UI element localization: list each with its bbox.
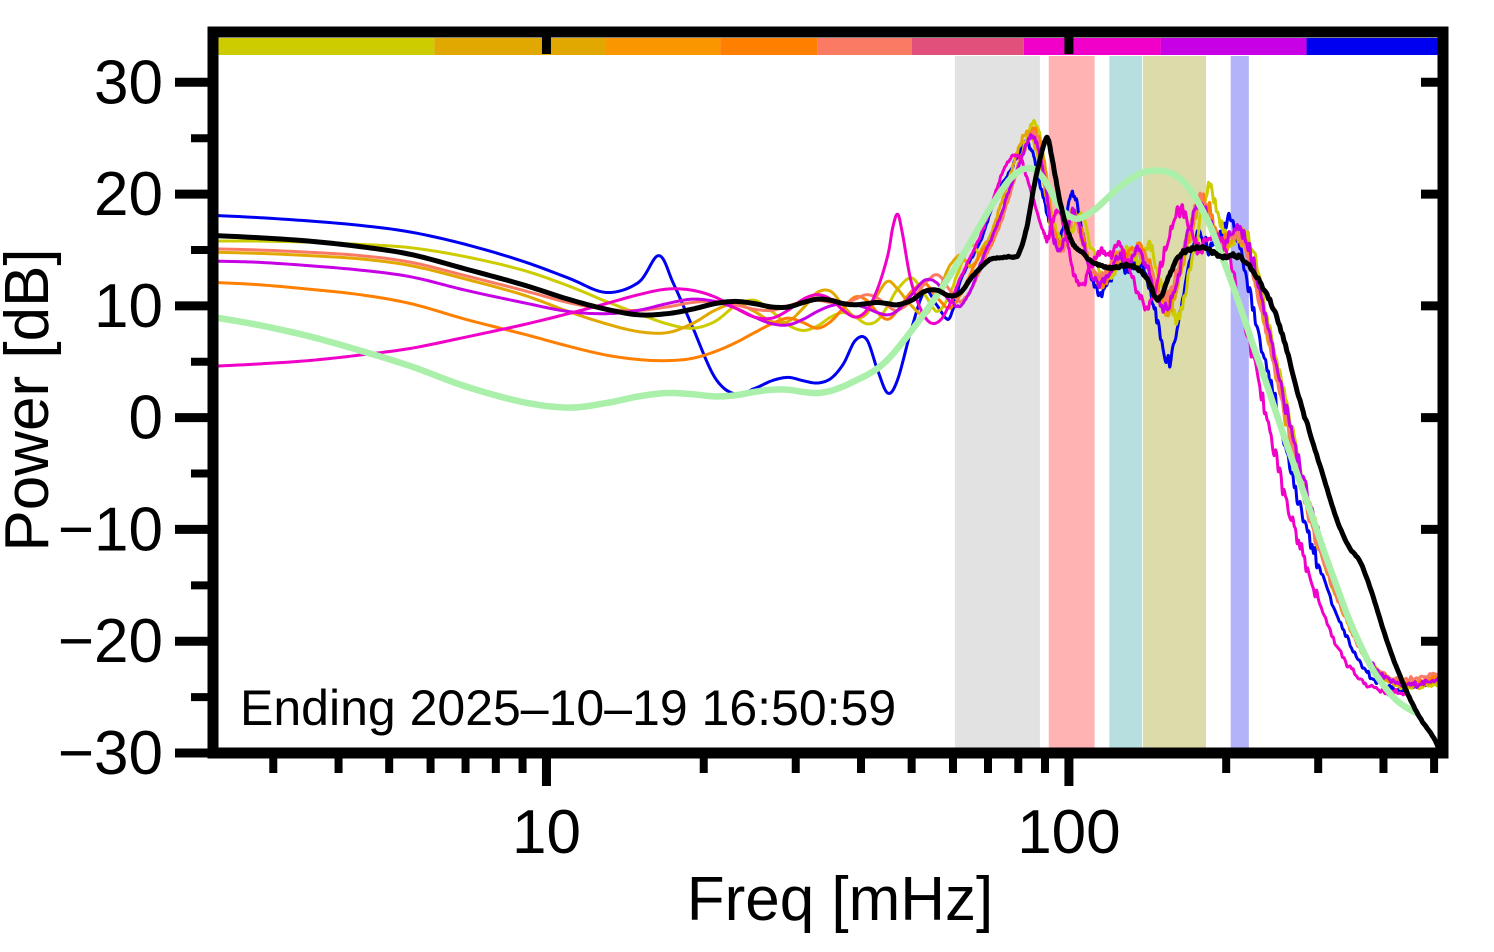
series-channel-mint [209,164,1420,717]
frame-bottom [207,747,1449,759]
x-tick-label: 10 [512,798,581,867]
frame-left [207,26,219,759]
spectrum-series [209,119,1446,756]
band-khaki [1142,56,1207,753]
y-tick-label: −30 [58,719,163,788]
band-pink [1048,56,1095,753]
colorbar-segment-dark-gold [434,38,606,55]
x-axis-label: Freq [mHz] [687,865,994,934]
colorbar-segment-olive-yellow [213,38,435,55]
colorbar-segment-orange [605,38,721,55]
colorbar-segment-rose [911,38,1024,55]
colorbar-segment-violet [1160,38,1307,55]
y-tick-label: −20 [58,607,163,676]
y-tick-label: 10 [94,272,163,341]
colorbar-segment-deep-orange [720,38,818,55]
plot-frame [207,26,1449,759]
colorbar-segment-salmon [817,38,912,55]
series-channel-mean [210,134,1446,756]
y-tick-label: −10 [58,495,163,564]
colorbar-segment-blue [1306,38,1443,55]
y-tick-label: 30 [94,48,163,117]
frame-right [1437,26,1449,759]
colorbar-segment-magenta [1023,38,1161,55]
frame-top [207,26,1449,38]
band-lavender [1230,56,1249,753]
ending-timestamp-annotation: Ending 2025–10–19 16:50:59 [240,680,896,736]
band-gray [954,56,1040,753]
x-tick-label: 100 [1017,798,1120,867]
axis-ticks [175,32,1443,786]
band-cyan [1109,56,1143,753]
y-tick-label: 20 [94,160,163,229]
y-axis-label: Power [dB] [0,248,62,551]
channel-colorbar [213,38,1443,55]
y-tick-label: 0 [129,384,163,453]
